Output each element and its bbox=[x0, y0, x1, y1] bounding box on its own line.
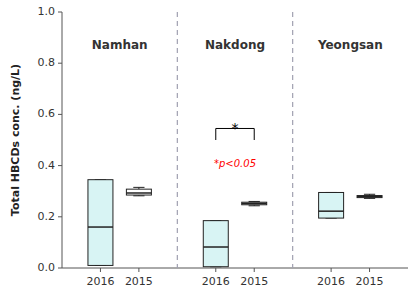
group-label: Namhan bbox=[92, 38, 148, 52]
x-tick bbox=[369, 268, 370, 272]
group-divider bbox=[177, 12, 178, 268]
x-tick-label: 2015 bbox=[125, 275, 153, 288]
whisker-cap-high bbox=[133, 187, 144, 188]
y-tick-label: 1.0 bbox=[38, 5, 56, 18]
y-tick-label: 0.0 bbox=[38, 261, 56, 274]
y-tick bbox=[58, 114, 62, 115]
x-tick bbox=[254, 268, 255, 272]
significance-star: * bbox=[232, 120, 239, 136]
x-tick-label: 2016 bbox=[317, 275, 345, 288]
y-tick-label: 0.6 bbox=[38, 107, 56, 120]
y-tick-label: 0.8 bbox=[38, 56, 56, 69]
y-tick-label: 0.2 bbox=[38, 210, 56, 223]
x-tick-label: 2015 bbox=[356, 275, 384, 288]
x-tick-label: 2015 bbox=[240, 275, 268, 288]
x-tick-label: 2016 bbox=[202, 275, 230, 288]
p-value: *p<0.05 bbox=[214, 158, 256, 169]
y-tick bbox=[58, 12, 62, 13]
x-tick-label: 2016 bbox=[86, 275, 114, 288]
x-tick bbox=[331, 268, 332, 272]
whisker-cap-high bbox=[364, 194, 375, 195]
median bbox=[88, 226, 113, 228]
x-tick bbox=[215, 268, 216, 272]
y-axis-line bbox=[62, 12, 63, 268]
y-tick bbox=[58, 63, 62, 64]
y-axis: 0.0 0.2 0.4 0.6 0.8 1.0 bbox=[38, 5, 63, 274]
median bbox=[126, 192, 151, 194]
group-divider bbox=[292, 12, 293, 268]
box bbox=[126, 189, 151, 195]
box bbox=[357, 196, 382, 198]
box bbox=[88, 180, 113, 266]
x-axis: 2016 2015 2016 2015 2016 2015 bbox=[62, 268, 408, 288]
median bbox=[357, 196, 382, 198]
whisker-cap-low bbox=[249, 205, 260, 206]
median bbox=[203, 246, 228, 248]
y-tick-label: 0.4 bbox=[38, 159, 56, 172]
box bbox=[319, 192, 344, 218]
box bbox=[242, 202, 267, 205]
box bbox=[203, 221, 228, 267]
boxes bbox=[88, 180, 382, 267]
y-tick bbox=[58, 268, 62, 269]
x-axis-line bbox=[62, 268, 408, 269]
group-label: Yeongsan bbox=[317, 38, 383, 52]
x-tick bbox=[100, 268, 101, 272]
y-tick bbox=[58, 165, 62, 166]
x-tick bbox=[138, 268, 139, 272]
y-axis-label: Total HBCDs conc. (ng/L) bbox=[9, 64, 22, 216]
chart: 0.0 0.2 0.4 0.6 0.8 1.0 Total HBCDs conc. (ng/… bbox=[0, 0, 420, 304]
median bbox=[242, 203, 267, 205]
y-tick bbox=[58, 216, 62, 217]
group-label: Nakdong bbox=[205, 38, 265, 52]
median bbox=[319, 210, 344, 212]
